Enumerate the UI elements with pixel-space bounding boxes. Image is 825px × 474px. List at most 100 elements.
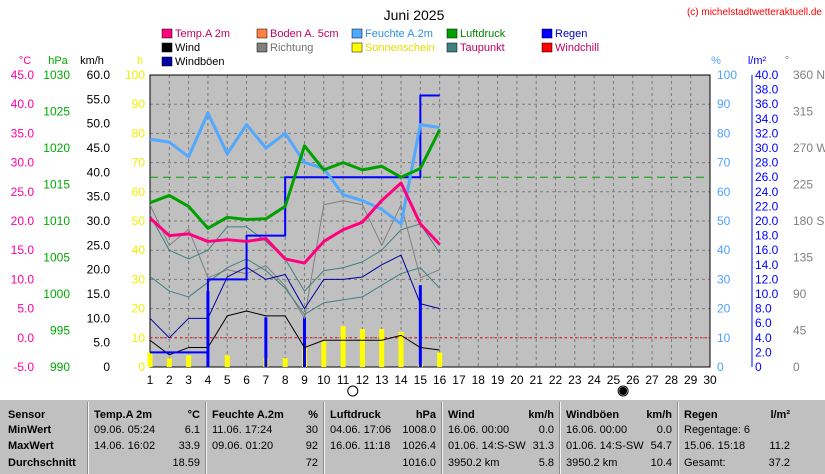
x-tick-label: 25	[607, 373, 621, 387]
rain-row-label: Regentage: 6	[684, 424, 751, 436]
temp-tick-label: 35.0	[11, 126, 35, 140]
table-separator	[677, 402, 679, 474]
dir-tick-label: 90	[793, 287, 807, 301]
x-tick-label: 2	[166, 373, 173, 387]
press-unit-label: hPa	[48, 55, 68, 67]
wind-row-value: 31.3	[532, 440, 554, 452]
legend-label: Feuchte A.2m	[365, 28, 433, 40]
dir-tick-label: 180 S	[793, 214, 824, 228]
rain-tick-label: 30.0	[755, 141, 779, 155]
x-tick-label: 26	[626, 373, 640, 387]
x-tick-label: 6	[243, 373, 250, 387]
wind-tick-label: 30.0	[87, 214, 111, 228]
legend-swatch	[256, 28, 268, 39]
hum-tick-label: 10	[717, 331, 731, 345]
x-tick-label: 12	[356, 373, 370, 387]
temp-tick-label: 25.0	[11, 185, 35, 199]
wind-row-label: 16.06. 00:00	[448, 424, 510, 436]
hum-tick-label: 70	[717, 156, 731, 170]
press-tick-label: 990	[50, 360, 70, 374]
temp-unit-label: °C	[19, 55, 31, 67]
sun-unit-label: h	[137, 55, 143, 67]
sun-tick-label: 100	[125, 68, 145, 82]
copyright: (c) michelstadtwetteraktuell.de	[687, 7, 822, 18]
wind-tick-label: 35.0	[87, 190, 111, 204]
rain-unit: l/m²	[770, 409, 790, 421]
legend-swatch	[541, 28, 553, 39]
x-tick-label: 7	[263, 373, 270, 387]
rain-tick-label: 40.0	[755, 68, 779, 82]
rain-tick-label: 14.0	[755, 258, 779, 272]
x-tick-label: 3	[185, 373, 192, 387]
legend-label: Sonnenschein	[365, 42, 435, 54]
legend-swatch	[161, 28, 173, 39]
legend-label: Wind	[175, 42, 200, 54]
series-line	[149, 129, 441, 230]
wind-tick-label: 60.0	[87, 68, 111, 82]
moon-marker	[347, 385, 359, 397]
temp-tick-label: 0.0	[17, 331, 34, 345]
sunshine-bar	[359, 329, 365, 367]
legend-swatch	[351, 28, 363, 39]
rain-tick-label: 38.0	[755, 83, 779, 97]
wind-row-value: 5.8	[538, 457, 554, 469]
rain-tick-label: 26.0	[755, 170, 779, 184]
series-line	[149, 258, 441, 315]
legend-label: Temp.A 2m	[175, 28, 230, 40]
wind-tick-label: 45.0	[87, 141, 111, 155]
sun-tick-label: 80	[132, 126, 146, 140]
plot-frame	[149, 74, 711, 368]
sunshine-bar	[340, 326, 346, 367]
wind-tick-label: 5.0	[93, 336, 110, 350]
wind-tick-label: 15.0	[87, 287, 111, 301]
press-row-value: 1008.0	[402, 424, 436, 436]
gust-header: Windböen	[566, 409, 620, 421]
temp-tick-label: 15.0	[11, 243, 35, 257]
rain-tick-label: 8.0	[755, 302, 772, 316]
rain-unit-label: l/m²	[748, 55, 767, 67]
legend-label: Windböen	[175, 56, 225, 68]
rain-row-value: 37.2	[768, 457, 790, 469]
sunshine-bar	[224, 355, 230, 367]
legend-swatch	[161, 56, 173, 67]
moon-marker-fill	[619, 387, 628, 395]
press-tick-label: 1000	[43, 287, 70, 301]
rain-tick-label: 18.0	[755, 229, 779, 243]
press-row-label: 16.06. 11:18	[330, 440, 391, 452]
temp-header: Temp.A 2m	[94, 409, 153, 421]
reference-lines	[150, 176, 710, 339]
temp-tick-label: 40.0	[11, 97, 35, 111]
gust-row-value: 0.0	[656, 424, 672, 436]
rain-tick-label: 16.0	[755, 243, 779, 257]
rain-tick-label: 24.0	[755, 185, 779, 199]
rain-tick-label: 36.0	[755, 97, 779, 111]
sensor-header: Sensor	[8, 409, 46, 421]
hum-tick-label: 0	[717, 360, 724, 374]
wind-tick-label: 25.0	[87, 238, 111, 252]
press-row-value: 1016.0	[402, 457, 436, 469]
legend-swatch	[541, 42, 553, 53]
legend-label: Taupunkt	[460, 42, 505, 54]
sunshine-bar	[147, 352, 153, 367]
rain-tick-label: 10.0	[755, 287, 779, 301]
dir-tick-label: 225	[793, 178, 813, 192]
daily-rain-bar	[302, 317, 306, 367]
wind-tick-label: 10.0	[87, 311, 111, 325]
sun-tick-label: 20	[132, 302, 146, 316]
sensor-row-label: MaxWert	[8, 440, 54, 452]
x-tick-label: 19	[491, 373, 505, 387]
sunshine-bar	[321, 340, 327, 367]
x-tick-label: 5	[224, 373, 231, 387]
hum-tick-label: 60	[717, 185, 731, 199]
temp-row-value: 33.9	[178, 440, 200, 452]
x-tick-label: 20	[510, 373, 524, 387]
hum-tick-label: 20	[717, 302, 731, 316]
dir-tick-label: 315	[793, 105, 813, 119]
sunshine-bar	[379, 329, 385, 367]
stats-table: Sensor MinWert MaxWert Durchschnitt Temp.A 2…	[0, 400, 825, 474]
sun-tick-label: 30	[132, 272, 146, 286]
chart-title: Juni 2025	[384, 7, 445, 23]
weather-chart: 1 2 3 4 5 6 7 8 9 10 11 12 13 14 15 16 17 18 19 20 21 22 23 24 2…	[0, 0, 825, 400]
daily-rain-bar	[264, 317, 268, 367]
series-line	[148, 181, 441, 265]
